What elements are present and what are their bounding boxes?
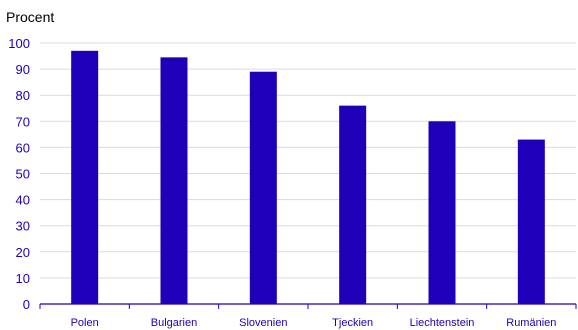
x-tick-label-bulgarien: Bulgarien bbox=[151, 317, 197, 329]
bar-slovenien bbox=[249, 71, 277, 305]
gridlines bbox=[40, 42, 576, 279]
y-tick-label-70: 70 bbox=[16, 114, 30, 129]
bar-liechtenstein bbox=[428, 121, 456, 304]
axes: 0 10 20 30 40 50 60 70 80 90 100 Polen Bulgarien Slov… bbox=[8, 36, 577, 329]
y-axis-title: Procent bbox=[6, 9, 54, 25]
bars bbox=[71, 50, 545, 305]
y-tick-label-80: 80 bbox=[16, 88, 30, 103]
x-tick-label-liechtenstein: Liechtenstein bbox=[410, 317, 475, 329]
x-tick-label-polen: Polen bbox=[71, 317, 99, 329]
bar-bulgarien bbox=[160, 57, 188, 305]
y-tick-label-90: 90 bbox=[16, 62, 30, 77]
y-tick-label-30: 30 bbox=[16, 219, 30, 234]
y-tick-label-0: 0 bbox=[23, 297, 30, 312]
y-tick-label-20: 20 bbox=[16, 245, 30, 260]
y-tick-label-40: 40 bbox=[16, 193, 30, 208]
x-tick-label-slovenien: Slovenien bbox=[239, 317, 287, 329]
y-tick-label-10: 10 bbox=[16, 271, 30, 286]
y-tick-label-100: 100 bbox=[8, 36, 30, 51]
y-tick-label-60: 60 bbox=[16, 140, 30, 155]
x-tick-label-tjeckien: Tjeckien bbox=[332, 317, 373, 329]
x-tick-label-rumänien: Rumänien bbox=[506, 317, 556, 329]
bar-polen bbox=[71, 50, 99, 304]
bar-rumänien bbox=[517, 139, 545, 304]
bar-tjeckien bbox=[339, 105, 367, 304]
y-tick-label-50: 50 bbox=[16, 167, 30, 182]
